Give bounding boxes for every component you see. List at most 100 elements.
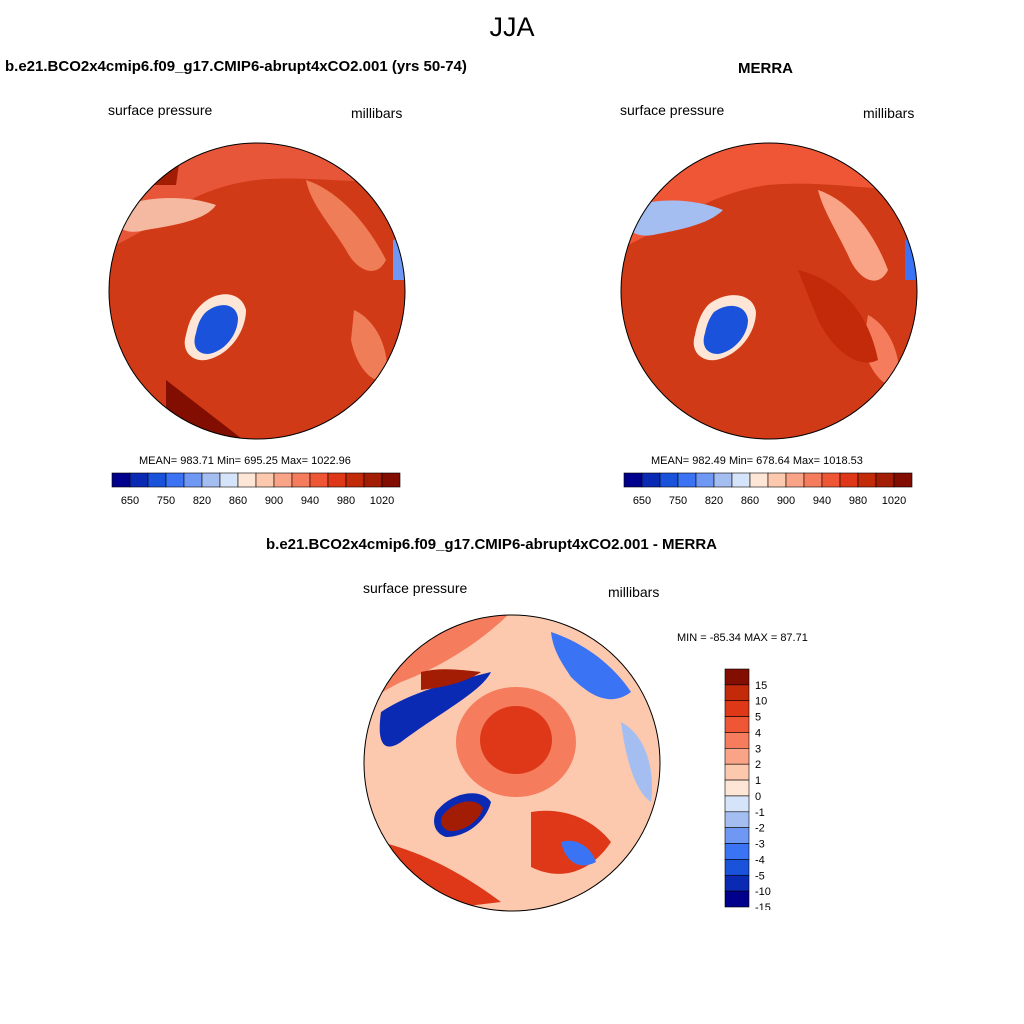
diff-colorbar-box	[724, 843, 750, 860]
model-variable-label: surface pressure	[108, 102, 213, 118]
diff-colorbar-box	[724, 700, 750, 717]
diff-panel-title: b.e21.BCO2x4cmip6.f09_g17.CMIP6-abrupt4x…	[266, 536, 717, 553]
diff-colorbar-box	[724, 827, 750, 844]
model-colorbar: 650 750 820 860 900 940 980 1020	[111, 472, 401, 507]
diff-field-greenland-red	[441, 801, 483, 832]
obs-variable-label: surface pressure	[620, 102, 725, 118]
diff-colorbar-tick-label: 3	[755, 743, 761, 755]
model-field-siberia	[306, 180, 386, 271]
obs-units-label: millibars	[863, 105, 915, 121]
model-field-highland	[109, 143, 405, 250]
obs-colorbar-box	[767, 472, 787, 488]
model-colorbar-tick-label: 1020	[370, 495, 394, 507]
model-units-label: millibars	[351, 105, 403, 121]
diff-field-center	[480, 706, 552, 774]
diff-field-asia-blue	[561, 840, 596, 866]
model-field-asia	[351, 310, 387, 381]
obs-colorbar-box	[803, 472, 823, 488]
model-colorbar-box	[345, 472, 365, 488]
obs-colorbar-box	[713, 472, 733, 488]
obs-colorbar-box	[659, 472, 679, 488]
model-polar-map	[108, 142, 406, 440]
model-field-base	[109, 143, 405, 439]
diff-colorbar-box	[724, 668, 750, 686]
diff-colorbar-tick-label: 10	[755, 696, 767, 708]
model-colorbar-box	[147, 472, 167, 488]
diff-stats: MIN = -85.34 MAX = 87.71	[677, 632, 808, 644]
model-colorbar-box	[255, 472, 275, 488]
diff-field-canada-red	[421, 669, 481, 690]
diff-colorbar-box	[724, 748, 750, 765]
model-colorbar-box	[111, 472, 131, 488]
obs-colorbar-box	[857, 472, 877, 488]
model-colorbar-tick-label: 900	[265, 495, 283, 507]
obs-field-asia	[863, 315, 899, 386]
obs-field-tibet	[905, 235, 917, 280]
obs-field-highland	[621, 143, 917, 250]
obs-colorbar-box	[875, 472, 895, 488]
diff-field-canada-blue	[379, 672, 491, 747]
diff-colorbar-box	[724, 684, 750, 702]
model-field-greenland-edge	[111, 198, 216, 232]
diff-colorbar-box	[724, 795, 750, 813]
diff-colorbar-box	[724, 763, 750, 781]
model-colorbar-box	[363, 472, 383, 488]
model-colorbar-tick-label: 980	[337, 495, 355, 507]
diff-colorbar-box	[724, 890, 750, 908]
model-colorbar-box	[381, 472, 401, 488]
diff-units-label: millibars	[608, 584, 660, 600]
model-colorbar-box	[219, 472, 239, 488]
obs-colorbar-tick-label: 1020	[882, 495, 906, 507]
diff-variable-label: surface pressure	[363, 580, 468, 596]
model-colorbar-box	[309, 472, 329, 488]
obs-colorbar-box	[641, 472, 661, 488]
obs-colorbar-tick-label: 980	[849, 495, 867, 507]
model-colorbar-box	[165, 472, 185, 488]
model-colorbar-tick-label: 860	[229, 495, 247, 507]
model-stats: MEAN= 983.71 Min= 695.25 Max= 1022.96	[139, 455, 351, 467]
obs-colorbar-tick-label: 860	[741, 495, 759, 507]
model-field-greenland-ice	[194, 305, 238, 354]
obs-stats: MEAN= 982.49 Min= 678.64 Max= 1018.53	[651, 455, 863, 467]
obs-colorbar-box	[785, 472, 805, 488]
diff-colorbar-tick-label: -2	[755, 823, 765, 835]
obs-field-patch	[798, 270, 878, 363]
model-colorbar-tick-label: 750	[157, 495, 175, 507]
obs-colorbar-tick-label: 820	[705, 495, 723, 507]
diff-colorbar-box	[724, 732, 750, 749]
figure-title: JJA	[489, 12, 535, 42]
diff-colorbar-tick-label: -10	[755, 886, 771, 898]
obs-colorbar-box	[821, 472, 841, 488]
model-colorbar-box	[201, 472, 221, 488]
diff-colorbar-tick-label: 4	[755, 727, 761, 739]
diff-colorbar-tick-label: 15	[755, 680, 767, 692]
obs-colorbar-tick-label: 940	[813, 495, 831, 507]
obs-field-base	[621, 143, 917, 439]
diff-colorbar-tick-label: 1	[755, 775, 761, 787]
model-map-boundary	[108, 142, 406, 440]
diff-field-east	[621, 722, 652, 802]
diff-colorbar-tick-label: 2	[755, 759, 761, 771]
model-colorbar-box	[183, 472, 203, 488]
obs-map-boundary	[620, 142, 918, 440]
diff-colorbar-box	[724, 716, 750, 733]
diff-colorbar-tick-label: -1	[755, 807, 765, 819]
model-field-tibet	[393, 235, 405, 280]
obs-colorbar-box	[695, 472, 715, 488]
obs-colorbar-box	[749, 472, 769, 488]
obs-panel-title: MERRA	[738, 60, 793, 77]
diff-colorbar-tick-label: -4	[755, 854, 765, 866]
model-colorbar-box	[273, 472, 293, 488]
obs-colorbar-box	[893, 472, 913, 488]
obs-field-greenland-ice	[703, 305, 748, 354]
model-colorbar-tick-label: 820	[193, 495, 211, 507]
obs-colorbar-tick-label: 750	[669, 495, 687, 507]
diff-colorbar-box	[724, 779, 750, 797]
diff-polar-map	[363, 614, 661, 912]
obs-colorbar-box	[839, 472, 859, 488]
obs-field-greenland-edge	[623, 200, 723, 236]
diff-colorbar-box	[724, 811, 750, 828]
diff-colorbar-tick-label: -5	[755, 870, 765, 882]
model-colorbar-box	[327, 472, 347, 488]
